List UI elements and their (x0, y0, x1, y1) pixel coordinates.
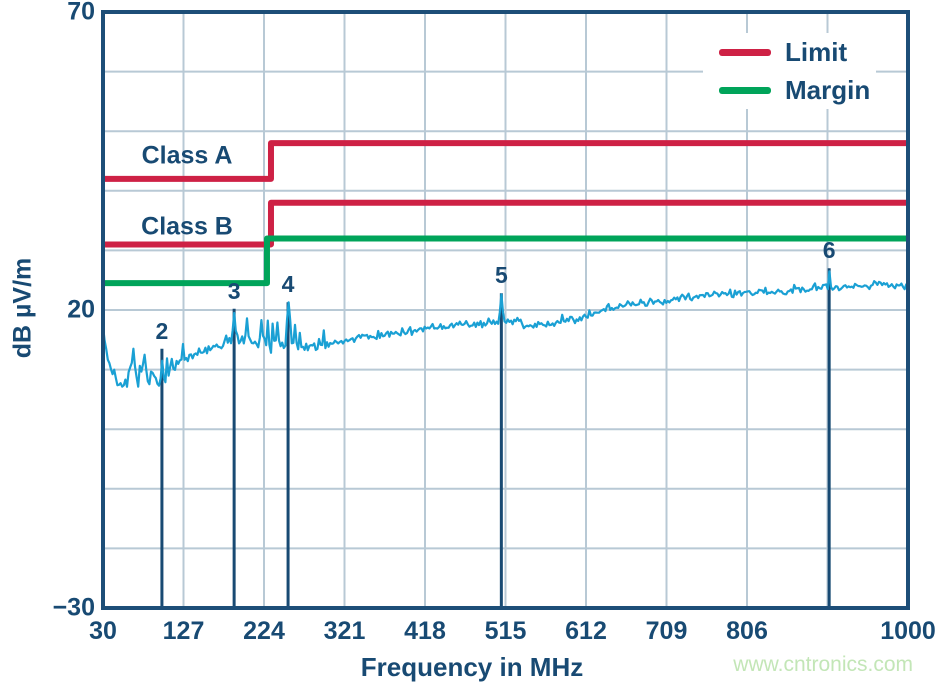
x-axis-title: Frequency in MHz (360, 652, 584, 682)
x-tick-1000: 1000 (880, 617, 936, 645)
margin-line-swatch (719, 86, 771, 94)
marker-label-6: 6 (822, 237, 836, 264)
legend-item-margin: Margin (703, 71, 876, 109)
class-b-label: Class B (141, 212, 233, 241)
legend-item-limit: Limit (703, 33, 876, 71)
marker-label-2: 2 (155, 317, 169, 344)
emissions-trace (101, 270, 909, 388)
legend-label-margin: Margin (785, 75, 871, 105)
marker-label-3: 3 (227, 277, 241, 304)
watermark-text: www.cntronics.com (733, 653, 913, 676)
marker-drop-lines (160, 268, 831, 608)
limit-line-swatch (719, 48, 771, 56)
x-tick-418: 418 (404, 617, 446, 645)
legend-label-limit: Limit (785, 37, 848, 67)
x-tick-224: 224 (243, 617, 285, 645)
gridlines (103, 12, 908, 608)
x-tick-806: 806 (726, 617, 768, 645)
class-a-label: Class A (141, 141, 233, 170)
x-tick-515: 515 (484, 617, 527, 645)
plot-frame (101, 10, 910, 610)
y-axis-title: dB µV/m (8, 257, 37, 359)
x-tick-321: 321 (323, 617, 366, 645)
marker-label-5: 5 (494, 262, 508, 289)
x-tick-127: 127 (162, 617, 205, 645)
y-tick-20: 20 (67, 295, 95, 324)
marker-label-4: 4 (281, 271, 295, 298)
y-tick-70: 70 (67, 0, 95, 26)
x-tick-30: 30 (89, 617, 117, 645)
x-tick-612: 612 (565, 617, 607, 645)
y-tick--30: −30 (52, 593, 95, 622)
x-tick-709: 709 (645, 617, 688, 645)
limit-and-margin-lines (103, 140, 908, 287)
